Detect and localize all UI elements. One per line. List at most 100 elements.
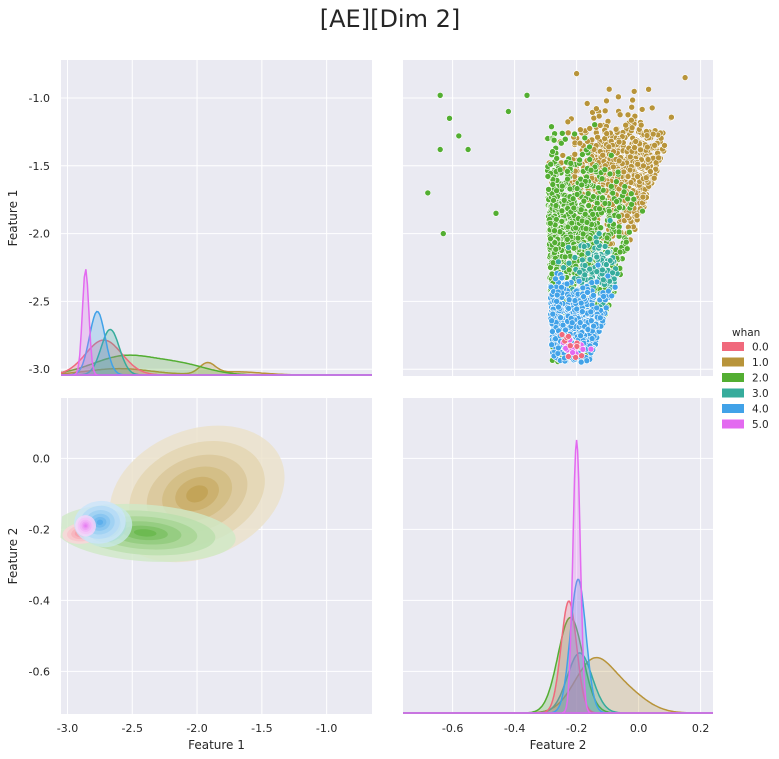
scatter-point-1.0: [615, 138, 623, 146]
scatter-point-1.0: [637, 146, 644, 154]
scatter-outlier: [523, 92, 531, 99]
y-tick-label: -0.2: [29, 523, 50, 536]
scatter-point-2.0: [544, 173, 552, 180]
x-tick-label: 0.0: [630, 722, 648, 735]
scatter-point-2.0: [599, 194, 606, 201]
legend-label-5.0: 5.0: [752, 419, 769, 431]
legend-label-0.0: 0.0: [752, 342, 769, 354]
figure-title: [AE][Dim 2]: [320, 5, 460, 33]
scatter-point-2.0: [551, 239, 559, 246]
scatter-point-2.0: [549, 148, 556, 155]
scatter-point-2.0: [591, 121, 599, 128]
scatter-point-4.0: [555, 303, 562, 311]
scatter-point-4.0: [590, 291, 597, 299]
x-tick-label: -2.5: [122, 722, 143, 735]
scatter-point-1.0: [668, 113, 675, 121]
scatter-point-3.0: [586, 256, 594, 263]
scatter-point-2.0: [553, 187, 560, 194]
scatter-point-0.0: [565, 333, 572, 340]
scatter-point-2.0: [601, 200, 609, 207]
scatter-point-2.0: [561, 253, 569, 261]
y-tick-label: -1.0: [29, 92, 50, 105]
scatter-point-2.0: [639, 207, 646, 215]
scatter-point-0.0: [566, 342, 574, 350]
scatter-point-2.0: [574, 234, 582, 242]
scatter-point-3.0: [580, 243, 588, 250]
scatter-point-2.0: [551, 227, 558, 234]
scatter-point-2.0: [596, 205, 603, 213]
legend-swatch-0.0: [722, 342, 744, 351]
scatter-point-1.0: [576, 139, 584, 147]
scatter-point-4.0: [580, 293, 587, 300]
scatter-point-3.0: [602, 261, 610, 268]
scatter-point-1.0: [627, 179, 635, 186]
scatter-point-3.0: [581, 262, 589, 269]
scatter-point-1.0: [639, 193, 647, 201]
scatter-point-2.0: [570, 204, 578, 212]
scatter-point-2.0: [614, 168, 622, 176]
scatter-point-0.0: [578, 352, 585, 360]
legend-label-3.0: 3.0: [752, 388, 769, 400]
scatter-point-1.0: [603, 97, 610, 105]
scatter-point-3.0: [581, 271, 589, 279]
scatter-point-1.0: [616, 111, 624, 118]
scatter-point-1.0: [593, 105, 600, 112]
scatter-point-2.0: [556, 166, 564, 174]
panel-feature1-kde: -1.0 -1.5 -2.0 -2.5 -3.0 Feature 1: [6, 60, 372, 376]
scatter-point-4.0: [554, 350, 562, 357]
scatter-point-4.0: [594, 261, 602, 269]
scatter-point-2.0: [622, 238, 630, 246]
scatter-point-2.0: [597, 224, 605, 231]
scatter-point-1.0: [633, 212, 641, 219]
legend-swatch-2.0: [722, 373, 744, 382]
scatter-point-2.0: [558, 182, 566, 190]
scatter-point-4.0: [588, 335, 596, 342]
legend-title: whan: [732, 327, 760, 339]
scatter-point-4.0: [583, 357, 591, 365]
scatter-point-1.0: [603, 130, 611, 137]
scatter-point-4.0: [611, 283, 619, 291]
scatter-point-1.0: [644, 156, 652, 163]
scatter-point-1.0: [595, 112, 603, 120]
scatter-point-1.0: [590, 114, 598, 122]
scatter-outlier: [573, 70, 580, 77]
y-tick-label: -1.5: [29, 160, 50, 173]
scatter-point-1.0: [586, 125, 594, 132]
scatter-point-2.0: [567, 160, 575, 167]
scatter-point-1.0: [628, 103, 636, 111]
scatter-point-4.0: [563, 280, 571, 288]
scatter-point-4.0: [578, 308, 586, 315]
scatter-point-2.0: [630, 195, 638, 203]
scatter-point-2.0: [603, 234, 611, 242]
scatter-outlier: [505, 108, 512, 115]
scatter-point-4.0: [577, 299, 585, 307]
scatter-point-2.0: [560, 197, 568, 204]
scatter-point-4.0: [596, 314, 604, 322]
scatter-point-3.0: [565, 259, 573, 267]
scatter-point-2.0: [571, 130, 578, 138]
scatter-outlier: [436, 146, 444, 153]
scatter-point-1.0: [630, 88, 638, 95]
scatter-point-1.0: [640, 162, 647, 170]
scatter-point-2.0: [598, 175, 606, 182]
scatter-point-2.0: [577, 206, 585, 213]
scatter-point-1.0: [632, 138, 640, 145]
scatter-outlier: [439, 230, 447, 237]
scatter-point-2.0: [558, 218, 566, 225]
scatter-point-2.0: [579, 151, 586, 158]
scatter-point-2.0: [566, 185, 574, 193]
scatter-point-1.0: [564, 118, 572, 126]
scatter-point-3.0: [593, 253, 601, 261]
scatter-point-4.0: [588, 279, 596, 286]
scatter-point-2.0: [576, 156, 583, 164]
scatter-point-4.0: [587, 308, 595, 316]
scatter-point-2.0: [547, 160, 555, 168]
scatter-point-2.0: [615, 228, 623, 236]
scatter-outlier: [446, 115, 453, 122]
scatter-point-1.0: [661, 142, 668, 149]
y-tick-label: -0.6: [29, 665, 50, 678]
y-tick-label: 0.0: [33, 452, 51, 465]
scatter-point-1.0: [599, 151, 607, 159]
scatter-point-1.0: [637, 121, 645, 129]
